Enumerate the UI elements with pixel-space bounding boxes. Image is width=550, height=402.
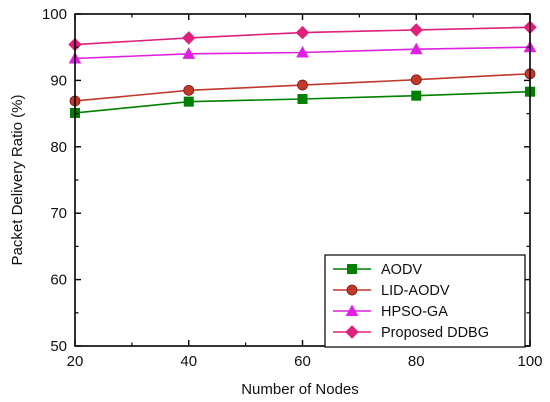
legend-label: Proposed DDBG <box>381 325 489 341</box>
x-tick-label: 100 <box>517 353 542 370</box>
legend-marker <box>345 325 359 339</box>
data-point <box>297 93 308 104</box>
data-point <box>410 74 422 86</box>
x-tick-label: 60 <box>294 353 311 370</box>
data-point <box>409 42 423 55</box>
y-axis-label: Packet Delivery Ratio (%) <box>9 95 26 266</box>
legend-marker <box>345 304 359 316</box>
y-tick-label: 100 <box>42 6 67 23</box>
data-point <box>183 84 195 96</box>
x-axis-label: Number of Nodes <box>241 381 359 398</box>
legend-item: Proposed DDBG <box>333 325 489 341</box>
legend-item: AODV <box>333 262 422 278</box>
series-proposed-ddbg <box>68 20 537 52</box>
y-tick-label: 90 <box>50 72 67 89</box>
legend-label: HPSO-GA <box>381 304 448 320</box>
legend-marker <box>346 284 358 296</box>
x-tick-label: 80 <box>408 353 425 370</box>
y-tick-label: 50 <box>50 338 67 355</box>
data-point <box>183 96 194 107</box>
series-aodv <box>70 86 535 118</box>
legend: AODV LID-AODV HPSO-GA Proposed DDBG <box>324 254 526 348</box>
data-point <box>409 23 423 37</box>
y-tick-label: 80 <box>50 139 67 156</box>
data-point <box>295 25 310 40</box>
axes: 50 60 70 80 90 100 20 40 60 80 100 <box>42 6 543 370</box>
legend-item: LID-AODV <box>333 283 450 299</box>
data-point <box>411 90 422 101</box>
x-tick-label: 20 <box>67 353 84 370</box>
legend-label: AODV <box>381 262 422 278</box>
legend-marker <box>347 264 357 274</box>
data-point <box>182 47 196 59</box>
y-tick-label: 70 <box>50 205 67 222</box>
legend-label: LID-AODV <box>381 283 450 299</box>
legend-item: HPSO-GA <box>333 304 448 320</box>
data-point <box>182 31 196 45</box>
plot-area <box>68 20 537 118</box>
series-hpso-ga <box>68 40 537 64</box>
x-tick-label: 40 <box>180 353 197 370</box>
y-tick-label: 60 <box>50 272 67 289</box>
data-point <box>297 79 308 91</box>
data-point <box>296 45 309 58</box>
